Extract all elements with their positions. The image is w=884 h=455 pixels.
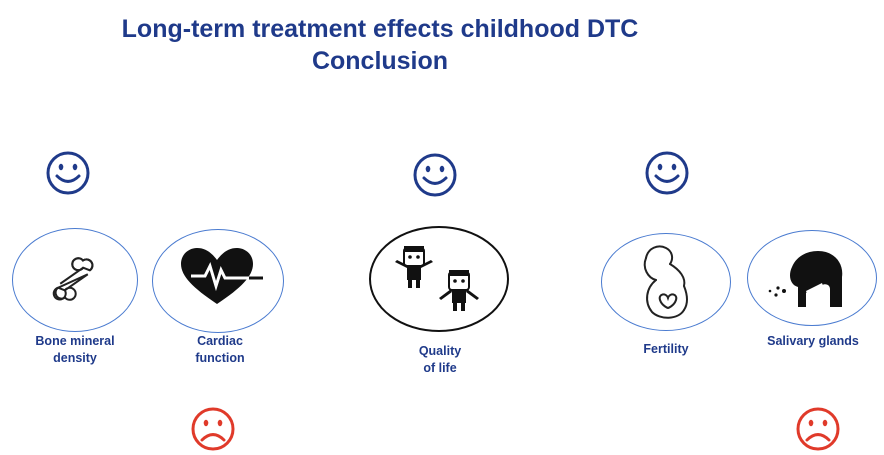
salivary-glands-label: Salivary glands <box>767 334 859 348</box>
frowning-face-icon <box>795 406 841 452</box>
smiley-face-icon <box>412 152 458 198</box>
salivary-glands-icon <box>768 251 843 307</box>
fertility-label: Fertility <box>643 342 689 356</box>
salivary-glands-circle <box>747 230 877 326</box>
frowning-face-icon <box>190 406 236 452</box>
heartbeat-icon <box>181 248 263 304</box>
cardiac-function-circle <box>152 229 284 333</box>
people-icon <box>395 246 479 311</box>
bone-mineral-density-circle <box>12 228 138 332</box>
smiley-face-icon <box>45 150 91 196</box>
cardiac-function-label: Cardiac function <box>195 334 245 365</box>
slide-subtitle: Conclusion <box>311 47 449 75</box>
slide-title: Long-term treatment effects childhood DT… <box>121 15 639 43</box>
quality-of-life-circle <box>369 226 509 332</box>
smiley-face-icon <box>644 150 690 196</box>
bone-mineral-density-label: Bone mineral density <box>35 334 115 365</box>
pregnant-woman-icon <box>643 245 688 319</box>
fertility-circle <box>601 233 731 331</box>
bone-icon <box>52 257 94 301</box>
quality-of-life-label: Quality of life <box>418 344 462 375</box>
